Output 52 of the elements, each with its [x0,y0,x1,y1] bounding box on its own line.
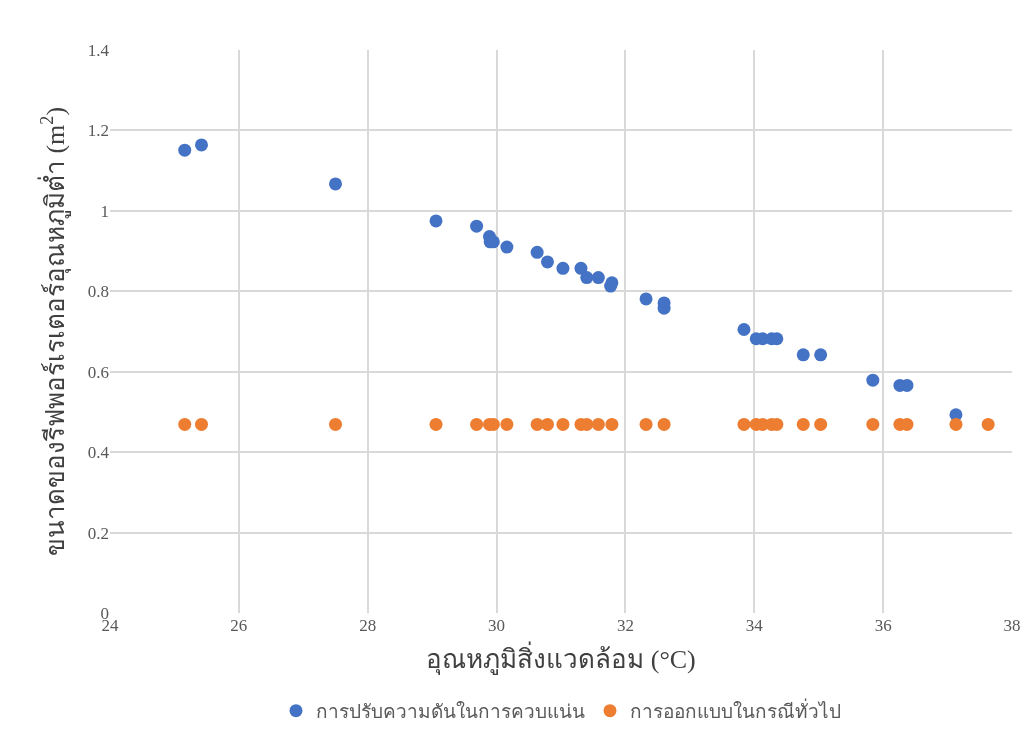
point [866,417,880,431]
point [556,417,570,431]
x-tick-label: 28 [359,616,377,635]
y-tick-label: 1 [100,201,109,221]
point [556,261,570,275]
x-tick-label: 34 [745,616,764,635]
y-tick-label: 0.6 [87,362,109,382]
point [329,177,342,191]
y-tick-label: 0.8 [87,282,109,302]
point [429,417,443,431]
point [796,417,810,431]
point [195,138,208,152]
x-axis-title: อุณหภูมิสิ่งแวดล้อม (°C) [426,640,696,675]
point [814,348,828,362]
point [178,143,192,157]
point [429,214,443,228]
point [540,417,554,431]
point [500,240,514,254]
point [470,417,484,431]
point [949,417,963,431]
point [814,417,828,431]
point [796,348,810,362]
y-tick-label: 0.2 [87,523,109,543]
point [500,417,514,431]
y-tick-label: 0.4 [87,443,110,463]
point [574,261,588,275]
point [195,417,208,431]
point [981,417,995,431]
y-tick-label: 1.4 [87,40,110,60]
y-tick-label: 1.2 [87,121,109,141]
legend-label: การปรับความดันในการควบแน่น [316,701,585,723]
point [737,322,751,336]
x-tick-label: 36 [874,616,892,635]
point [605,417,619,431]
point [178,417,192,431]
point [591,271,605,285]
point [657,417,671,431]
x-tick-label: 30 [488,616,506,635]
x-tick-label: 26 [230,616,248,635]
point [866,373,880,387]
point [580,271,594,285]
point [639,292,653,306]
point [737,417,751,431]
point [540,255,554,269]
point [470,219,484,233]
point [639,417,653,431]
x-tick-label: 32 [616,616,634,635]
point [591,417,605,431]
point [530,245,544,259]
legend-label: การออกแบบในกรณีทั่วไป [630,698,841,723]
x-tick-label: 38 [1003,616,1021,635]
point [329,417,342,431]
